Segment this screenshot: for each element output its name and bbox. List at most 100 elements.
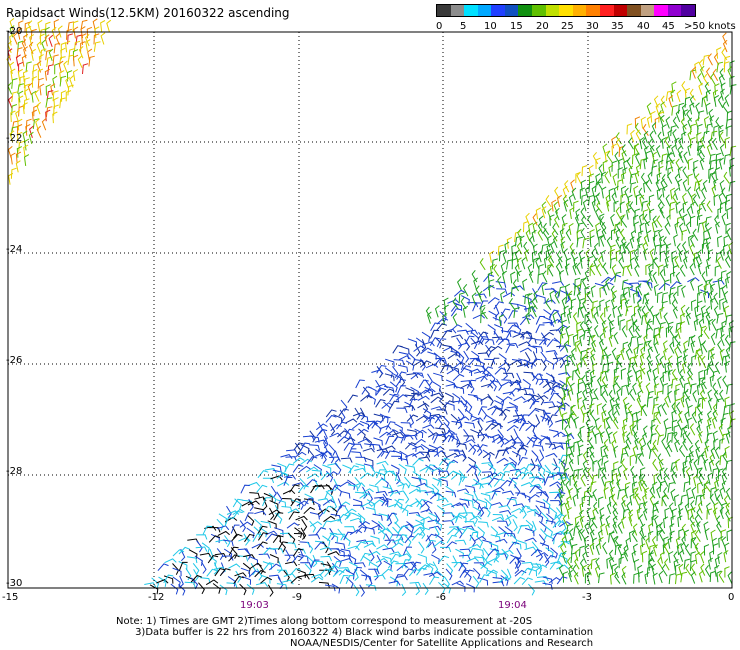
wind-barb <box>551 229 558 242</box>
wind-barb <box>358 520 371 528</box>
wind-barb <box>389 393 399 402</box>
wind-barb <box>598 235 604 247</box>
wind-barb <box>719 487 725 500</box>
wind-barb <box>652 215 658 228</box>
wind-barb <box>423 416 436 423</box>
wind-barb <box>204 525 217 531</box>
wind-barb <box>672 116 680 129</box>
wind-barb <box>59 75 67 87</box>
wind-barb <box>554 215 560 228</box>
wind-barb <box>92 18 98 31</box>
wind-barb <box>431 554 440 565</box>
wind-barb <box>692 228 699 241</box>
wind-barb <box>458 342 471 348</box>
wind-barb <box>696 214 703 226</box>
wind-barb <box>587 430 594 443</box>
wind-barb <box>576 341 582 355</box>
wind-barb <box>719 438 725 450</box>
wind-barb <box>556 393 564 405</box>
wind-barb <box>682 192 687 206</box>
wind-barb <box>541 206 547 219</box>
wind-barb <box>670 89 676 102</box>
wind-barb <box>209 527 221 533</box>
wind-barb <box>716 570 722 583</box>
wind-barb <box>400 434 410 444</box>
wind-barb <box>305 555 314 567</box>
wind-barb <box>556 564 569 570</box>
wind-barb <box>504 241 510 254</box>
wind-barb <box>691 410 697 424</box>
wind-barb <box>611 160 618 172</box>
wind-barb <box>254 510 267 516</box>
wind-barb <box>436 323 448 332</box>
wind-barb <box>194 555 203 566</box>
wind-barb <box>264 468 277 474</box>
wind-barb <box>701 186 706 200</box>
wind-barb <box>518 341 531 346</box>
wind-barb <box>59 97 66 109</box>
wind-barb <box>712 370 719 382</box>
wind-barb <box>675 109 681 122</box>
colorbar-label: 15 <box>510 21 523 32</box>
wind-barb <box>565 290 571 303</box>
wind-barb <box>469 534 476 547</box>
wind-barb <box>428 571 442 578</box>
wind-barb <box>608 164 614 177</box>
wind-barb <box>710 297 716 310</box>
wind-barb <box>679 321 686 333</box>
wind-barb <box>512 333 525 338</box>
wind-barb <box>724 566 730 578</box>
wind-barb <box>672 192 679 205</box>
wind-barb <box>654 116 660 129</box>
wind-barb <box>430 322 441 332</box>
wind-barb <box>577 468 584 480</box>
wind-barb <box>552 520 564 529</box>
wind-barb <box>498 314 505 327</box>
wind-barb <box>708 167 714 179</box>
wind-barb <box>624 486 630 499</box>
wind-barb <box>591 516 598 529</box>
wind-barb <box>724 136 730 149</box>
wind-barb <box>639 352 645 366</box>
wind-barb <box>640 346 645 359</box>
wind-barb <box>602 160 608 172</box>
wind-barb <box>625 242 632 255</box>
wind-barb <box>621 144 627 157</box>
wind-barb <box>16 146 23 158</box>
wind-barb <box>713 438 719 451</box>
wind-barb <box>724 305 730 318</box>
wind-barb <box>702 130 710 142</box>
wind-barb <box>612 521 618 534</box>
wind-barb <box>613 375 620 387</box>
wind-barb <box>562 194 569 208</box>
wind-barb <box>454 528 466 536</box>
wind-barb <box>648 448 656 459</box>
wind-barb <box>658 326 664 339</box>
wind-barb <box>528 566 538 576</box>
wind-barb <box>32 118 40 129</box>
wind-barb <box>465 485 476 493</box>
wind-barb <box>417 402 430 409</box>
wind-barb <box>605 299 611 312</box>
wind-barb <box>451 334 464 340</box>
wind-barb <box>52 54 59 66</box>
wind-barb <box>482 449 491 461</box>
wind-barb <box>709 570 716 583</box>
wind-barb <box>263 547 275 555</box>
wind-barb <box>332 560 342 570</box>
wind-barb <box>671 144 676 158</box>
wind-barb <box>294 527 303 538</box>
wind-barb <box>642 293 650 304</box>
wind-barb <box>538 378 550 385</box>
wind-barb <box>24 88 30 101</box>
wind-barb <box>538 471 546 484</box>
wind-barb <box>414 428 424 439</box>
wind-barb <box>721 433 729 444</box>
wind-barb <box>629 423 635 436</box>
wind-barb <box>652 234 658 247</box>
wind-barb <box>624 444 629 457</box>
wind-barb <box>525 527 535 537</box>
wind-barb <box>400 345 410 355</box>
wind-barb <box>700 305 706 318</box>
wind-barb <box>308 534 321 540</box>
